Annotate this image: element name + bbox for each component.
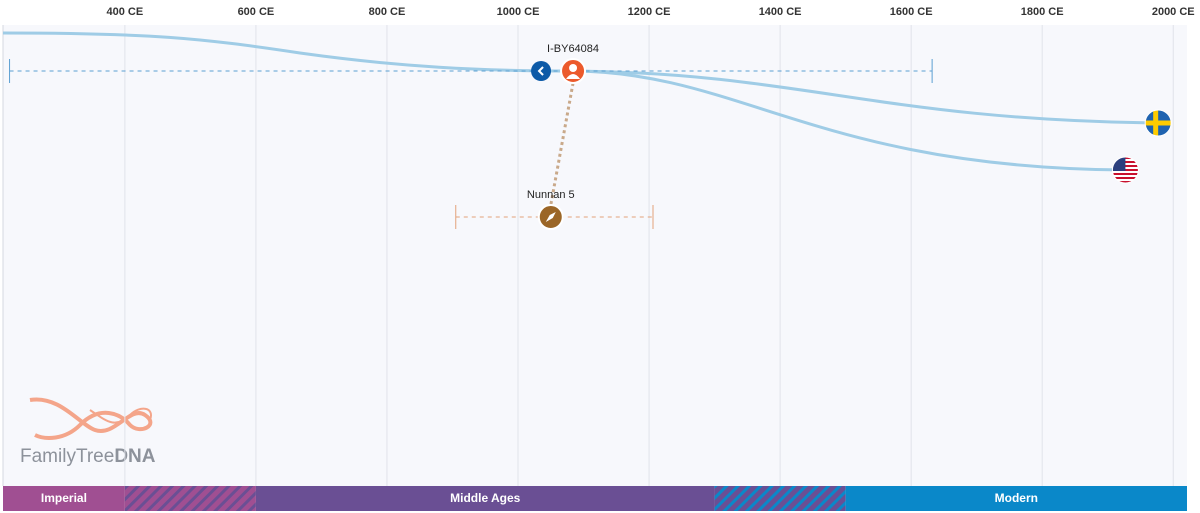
era-band xyxy=(845,486,1187,511)
x-tick-label: 1600 CE xyxy=(890,6,933,18)
flag xyxy=(1112,157,1139,183)
flag-stripe xyxy=(1112,175,1139,177)
lineage-line xyxy=(573,69,1159,125)
flag-cross xyxy=(1153,110,1159,136)
flag-ring xyxy=(1144,109,1172,137)
trowel-icon xyxy=(545,212,556,222)
back-chevron xyxy=(537,66,544,76)
flag-stripe xyxy=(1112,171,1139,173)
flag-marker xyxy=(1111,156,1139,184)
x-tick-label: 1400 CE xyxy=(759,6,802,18)
logo-helix xyxy=(29,397,153,440)
logo-name: FamilyTree xyxy=(20,446,114,467)
sample-label: I-BY64084 xyxy=(547,43,599,55)
lineage-line xyxy=(2,31,574,73)
flag-stripe xyxy=(1112,173,1139,175)
era-label: Imperial xyxy=(41,491,87,505)
logo-helix xyxy=(89,407,152,424)
x-tick-label: 400 CE xyxy=(107,6,144,18)
person-body xyxy=(566,74,581,79)
x-tick-label: 2000 CE xyxy=(1152,6,1195,18)
x-tick-label: 1000 CE xyxy=(497,6,540,18)
logo-suffix: DNA xyxy=(114,446,155,467)
era-label: Middle Ages xyxy=(450,491,521,505)
flag-ring xyxy=(1111,156,1139,184)
era-transition xyxy=(124,486,256,511)
x-tick-label: 600 CE xyxy=(238,6,275,18)
flag-stripe xyxy=(1112,181,1139,183)
era-band xyxy=(255,486,715,511)
plot-background xyxy=(3,25,1187,486)
flag-marker xyxy=(1144,109,1172,137)
flag-stripe xyxy=(1112,179,1139,181)
x-tick-label: 1200 CE xyxy=(628,6,671,18)
x-tick-label: 800 CE xyxy=(369,6,406,18)
era-transition xyxy=(714,486,846,511)
lineage-line xyxy=(573,69,1126,172)
flag xyxy=(1145,110,1172,136)
logo-text: FamilyTreeDNA xyxy=(20,446,156,467)
back-button xyxy=(531,61,552,81)
era-label: Modern xyxy=(995,491,1038,505)
x-tick-label: 1800 CE xyxy=(1021,6,1064,18)
era-band xyxy=(3,486,125,511)
sample-label: Nunnan 5 xyxy=(527,189,575,201)
connector xyxy=(549,82,575,206)
person-head xyxy=(569,64,578,72)
flag-stripe xyxy=(1112,177,1139,179)
